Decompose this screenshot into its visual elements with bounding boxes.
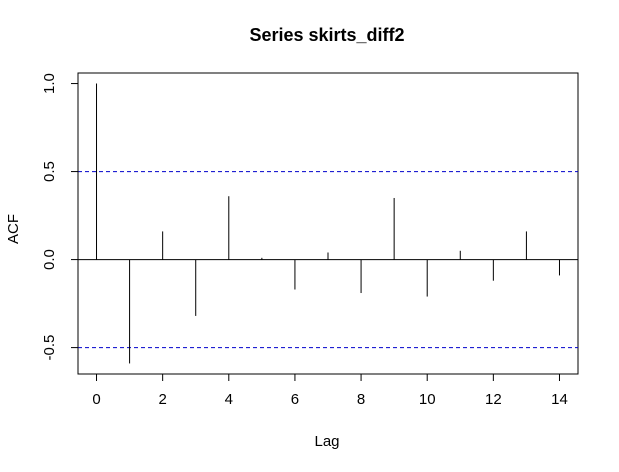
y-tick-label: -0.5 (41, 335, 58, 361)
y-axis-label: ACF (5, 214, 22, 244)
y-tick-label: 0.0 (41, 249, 58, 270)
x-tick-label: 14 (551, 391, 568, 408)
x-tick-label: 0 (92, 391, 100, 408)
x-tick-label: 4 (225, 391, 233, 408)
plot-area (78, 83, 578, 364)
x-tick-label: 10 (419, 391, 436, 408)
y-tick-label: 1.0 (41, 73, 58, 94)
x-tick-label: 6 (291, 391, 299, 408)
y-tick-label: 0.5 (41, 161, 58, 182)
chart-title: Series skirts_diff2 (249, 25, 404, 45)
y-axis: -0.5 0.0 0.5 1.0 (41, 73, 79, 361)
x-tick-label: 12 (485, 391, 502, 408)
x-tick-label: 2 (158, 391, 166, 408)
plot-frame (77, 72, 579, 375)
x-axis-label: Lag (314, 433, 339, 450)
x-axis: 0 2 4 6 8 10 12 14 (92, 373, 568, 408)
x-tick-label: 8 (357, 391, 365, 408)
